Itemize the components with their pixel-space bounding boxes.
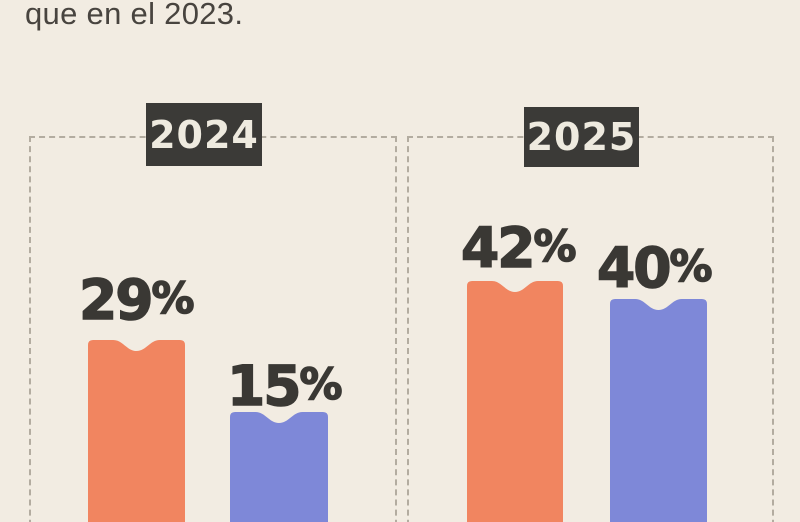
bar-value-number: 40 [596,236,672,300]
year-badge-2024-label: 2024 [149,112,259,157]
percent-sign: % [533,222,577,272]
caption-text-fragment: que en el 2023. [25,0,244,31]
year-badge-2025: 2025 [524,107,639,167]
percent-sign: % [299,360,343,410]
bar-2024-orange [88,337,185,522]
bar-value-label-2025-blue: 40% [596,240,713,297]
percent-sign: % [151,274,195,324]
bar-value-number: 29 [78,268,154,332]
year-badge-2024: 2024 [146,103,262,166]
bar-value-label-2025-orange: 42% [460,220,577,277]
percent-sign: % [669,242,713,292]
bar-value-label-2024-blue: 15% [226,358,343,415]
bar-2024-blue [230,409,328,522]
bar-value-label-2024-orange: 29% [78,272,195,329]
bar-value-number: 42 [460,216,536,280]
bar-2025-orange [467,278,563,522]
panel-2025 [407,136,774,522]
bar-2025-blue [610,296,707,522]
year-badge-2025-label: 2025 [526,115,637,159]
bar-value-number: 15 [226,354,302,418]
